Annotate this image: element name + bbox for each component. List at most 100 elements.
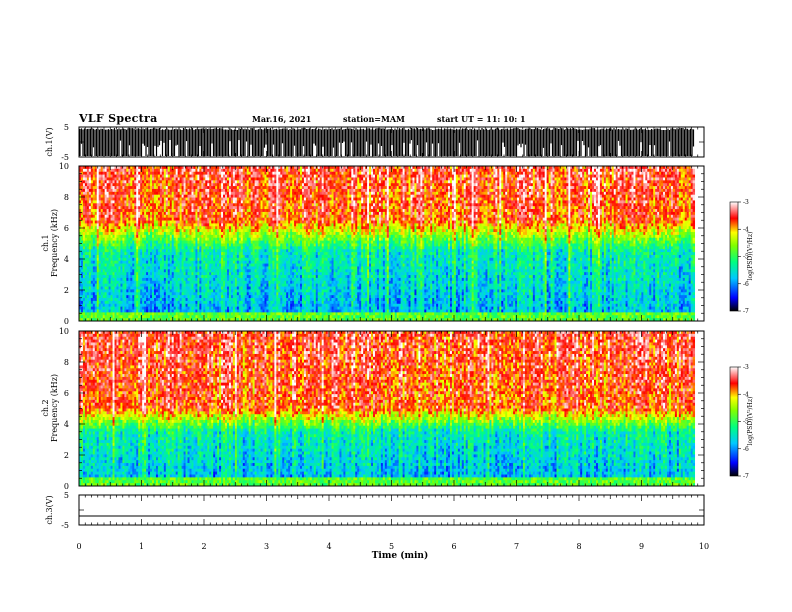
ch1-spectrogram-cell (159, 168, 163, 173)
ch1-spectrogram-cell (144, 171, 147, 176)
ch1-spectrogram-cell (550, 171, 553, 176)
ch1-spectrogram-cell (357, 177, 360, 181)
ch1-spectrogram-cell (564, 180, 567, 184)
ch1-spectrogram-cell (323, 177, 327, 181)
ch1-spectrogram-cell (572, 168, 575, 173)
ch1-spectrogram-cell (562, 183, 565, 187)
ch1-spectrogram-cell (678, 183, 682, 187)
ch1-spectrogram-cell (236, 166, 240, 170)
ch1-spectrogram-cell (309, 183, 313, 187)
ch1-spectrogram-cell (307, 171, 311, 176)
ch1-spectrogram-cell (505, 177, 508, 181)
ch1-spectrogram-cell (226, 186, 230, 190)
ch1-spectrogram-cell (165, 180, 169, 184)
ch1-spectrogram-cell (203, 177, 206, 181)
ch1-spectrogram-cell (595, 166, 599, 170)
ch1-spectrogram-cell (540, 186, 544, 190)
ch1-spectrogram-cell (382, 174, 386, 178)
ch1-spectrogram-cell (169, 174, 173, 178)
ch1-spectrogram-cell (592, 180, 595, 184)
ch1-spectrogram-cell (536, 183, 540, 187)
ch1-spectrogram-cell (252, 186, 256, 190)
ch1-spectrogram-cell (447, 180, 451, 184)
ch1-spectrogram-cell (157, 168, 161, 173)
ch1-spectrogram-cell (643, 166, 646, 170)
ch1-spectrogram-cell (432, 180, 435, 184)
ch1-spectrogram-cell (321, 183, 325, 187)
ch1-spectrogram-cell (323, 166, 327, 170)
ch1-spectrogram-cell (680, 171, 684, 176)
ch1-spectrogram-cell (351, 174, 354, 178)
ch1-spectrogram-cell (118, 183, 121, 187)
ch1-spectrogram-cell (578, 174, 581, 178)
ch1-spectrogram-cell (110, 180, 113, 184)
ch1-spectrogram-cell (290, 174, 293, 178)
ch1-spectrogram-cell (530, 166, 534, 170)
ch1-spectrogram-cell (576, 166, 579, 170)
ch1-spectrogram-cell (82, 177, 86, 181)
ch1-spectrogram-cell (627, 177, 630, 181)
ch1-spectrogram-cell (678, 180, 682, 184)
ch1-spectrogram-cell (270, 180, 273, 184)
ch1-spectrogram-cell (280, 177, 283, 181)
ch1-spectrogram-cell (613, 180, 617, 184)
ch1-spectrogram-cell (177, 171, 181, 176)
ch1-spectrogram-cell (670, 174, 674, 178)
ch1-spectrogram-cell (408, 166, 411, 170)
ch1-spectrogram-cell (451, 186, 455, 190)
ch1-spectrogram-cell (134, 183, 137, 187)
ch1-spectrogram-cell (493, 186, 496, 190)
ch1-spectrogram-cell (467, 186, 471, 190)
ch1-spectrogram-cell (532, 168, 536, 173)
ch1-spectrogram-cell (205, 174, 208, 178)
ch1-spectrogram-cell (369, 174, 372, 178)
ch1-spectrogram-cell (588, 186, 591, 190)
ch1-spectrogram-cell (116, 183, 119, 187)
ch1-spectrogram-cell (446, 186, 449, 190)
ch1-spectrogram-cell (311, 183, 315, 187)
ch1-spectrogram-cell (165, 171, 169, 176)
ch1-spectrogram-cell (199, 183, 202, 187)
ch1-spectrogram-cell (201, 168, 204, 173)
ch1-spectrogram-cell (570, 171, 573, 176)
ch1-spectrogram-cell (505, 180, 508, 184)
ch1-spectrogram-cell (118, 177, 121, 181)
ch1-spectrogram-cell (416, 186, 419, 190)
ch1-spectrogram-cell (201, 171, 204, 176)
ch1-spectrogram-cell (230, 171, 234, 176)
ch1-spectrogram-cell (299, 183, 303, 187)
ch1-spectrogram-cell (94, 183, 98, 187)
ch1-spectrogram-cell (361, 186, 364, 190)
ch1-spectrogram-cell (465, 177, 469, 181)
ch1-spectrogram-cell (473, 177, 476, 181)
ch1-spectrogram-cell (442, 180, 445, 184)
ch1-spectrogram-cell (647, 171, 650, 176)
ch1-spectrogram-cell (382, 186, 386, 190)
ch1-spectrogram-cell (146, 174, 149, 178)
ch1-spectrogram-cell (493, 168, 496, 173)
ch1-spectrogram-cell (544, 177, 548, 181)
ch1-spectrogram-cell (680, 174, 684, 178)
ch1-spectrogram-cell (369, 186, 372, 190)
ch1-spectrogram-cell (280, 186, 283, 190)
ch1-spectrogram-cell (497, 180, 500, 184)
ch1-spectrogram-cell (333, 168, 336, 173)
ch1-spectrogram-cell (319, 168, 323, 173)
ch1-spectrogram-cell (447, 177, 451, 181)
ch1-spectrogram-cell (321, 168, 325, 173)
ch1-spectrogram-cell (152, 186, 155, 190)
ch1-spectrogram-cell (424, 180, 427, 184)
ch1-spectrogram-cell (189, 183, 192, 187)
ch1-spectrogram-cell (552, 174, 555, 178)
ch1-spectrogram-cell (321, 171, 325, 176)
ch1-spectrogram-cell (317, 168, 321, 173)
ch1-spectrogram-cell (276, 168, 279, 173)
ch1-spectrogram-cell (422, 183, 425, 187)
ch1-spectrogram-cell (544, 174, 548, 178)
ch1-spectrogram-cell (363, 166, 366, 170)
ch1-spectrogram-cell (238, 168, 242, 173)
ch1-spectrogram-cell (434, 186, 437, 190)
ch1-spectrogram-cell (676, 180, 680, 184)
ch1-spectrogram-cell (629, 177, 632, 181)
ch1-spectrogram-cell (440, 168, 443, 173)
